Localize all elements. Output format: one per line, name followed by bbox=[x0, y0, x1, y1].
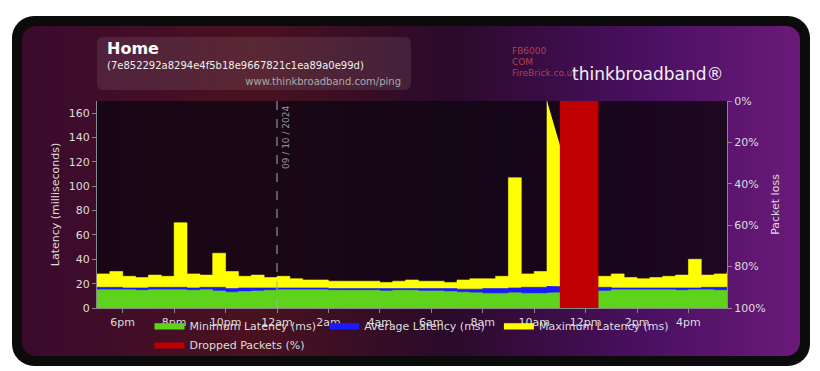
svg-text:Average Latency (ms): Average Latency (ms) bbox=[364, 320, 485, 333]
html-text:FireBrick.co.uk: FireBrick.co.uk bbox=[512, 68, 578, 78]
svg-text:6pm: 6pm bbox=[110, 316, 135, 329]
svg-text:Maximum Latency (ms): Maximum Latency (ms) bbox=[539, 320, 669, 333]
svg-text:80%: 80% bbox=[734, 260, 758, 273]
svg-text:60: 60 bbox=[76, 229, 90, 242]
svg-text:0: 0 bbox=[83, 302, 90, 315]
svg-text:Minimum Latency (ms): Minimum Latency (ms) bbox=[190, 320, 316, 333]
html-text:(7e852292a8294e4f5b18e9667821c: (7e852292a8294e4f5b18e9667821c1ea89a0e99… bbox=[107, 60, 364, 71]
svg-text:Dropped Packets (%): Dropped Packets (%) bbox=[190, 339, 305, 352]
svg-text:Latency (milliseconds): Latency (milliseconds) bbox=[49, 143, 62, 266]
svg-text:10am: 10am bbox=[518, 316, 550, 330]
svg-text:4pm: 4pm bbox=[676, 316, 701, 329]
svg-text:0%: 0% bbox=[734, 95, 751, 108]
svg-text:160: 160 bbox=[69, 107, 90, 120]
svg-text:80: 80 bbox=[76, 204, 90, 217]
svg-text:Packet loss: Packet loss bbox=[769, 174, 782, 235]
svg-text:40%: 40% bbox=[734, 178, 758, 191]
svg-text:20%: 20% bbox=[734, 136, 758, 149]
svg-text:40: 40 bbox=[76, 253, 90, 266]
html-text:COM: COM bbox=[512, 57, 534, 67]
svg-text:09 / 10 / 2024: 09 / 10 / 2024 bbox=[281, 105, 291, 169]
html-text:thinkbroadband®: thinkbroadband® bbox=[572, 64, 724, 84]
svg-text:2am: 2am bbox=[316, 316, 341, 330]
svg-text:140: 140 bbox=[69, 131, 90, 144]
svg-text:120: 120 bbox=[69, 156, 90, 169]
svg-text:100%: 100% bbox=[734, 302, 765, 315]
svg-text:100: 100 bbox=[69, 180, 90, 193]
html-text:www.thinkbroadband.com/ping: www.thinkbroadband.com/ping bbox=[245, 76, 401, 87]
html-text:FB6000: FB6000 bbox=[512, 46, 547, 56]
svg-text:20: 20 bbox=[76, 278, 90, 291]
svg-text:60%: 60% bbox=[734, 219, 758, 232]
html-text:Home: Home bbox=[107, 39, 159, 58]
svg-text:8pm: 8pm bbox=[161, 316, 187, 330]
